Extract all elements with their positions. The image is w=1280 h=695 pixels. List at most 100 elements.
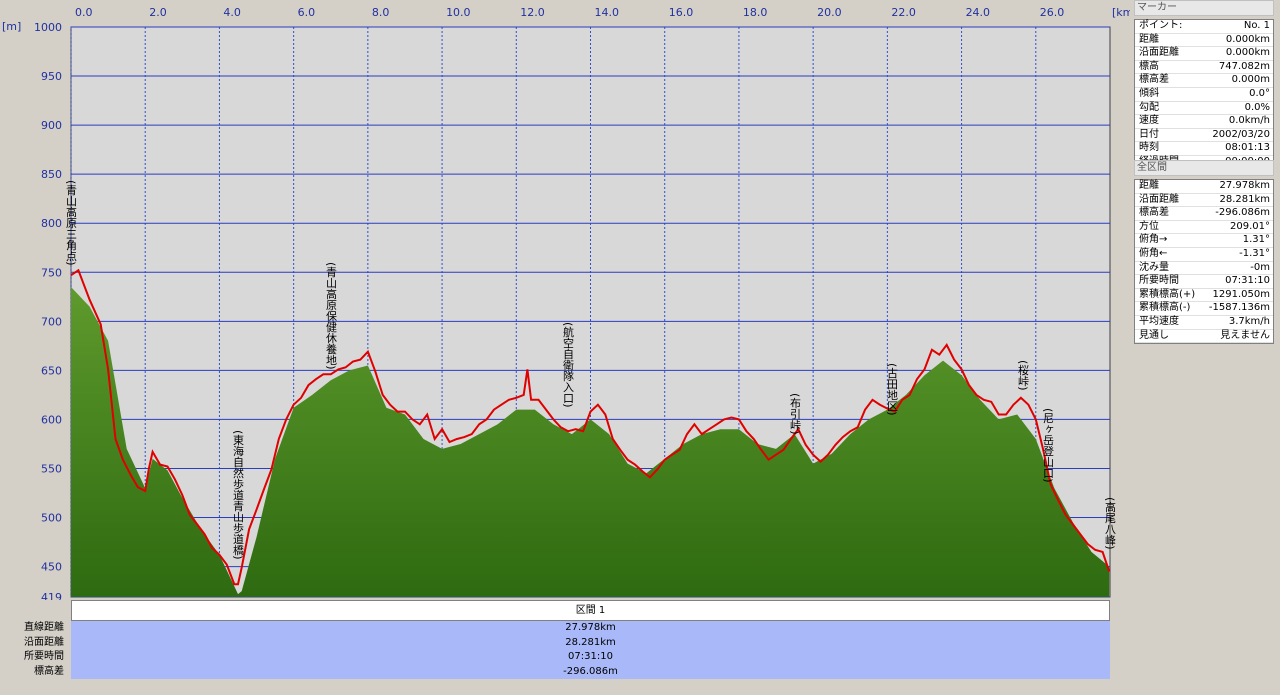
y-tick-label: 700: [41, 315, 62, 328]
row-value: 0.0%: [1244, 101, 1270, 113]
x-tick-label: 8.0: [372, 6, 390, 19]
x-tick-label: 18.0: [743, 6, 768, 19]
panel-row: ポイント: No. 1: [1135, 20, 1273, 34]
y-tick-label: 500: [41, 512, 62, 525]
section-table: 区間 1 直線距離 27.978km 沿面距離 28.281km 所要時間 07:31:1…: [0, 600, 1110, 679]
panel-row: 沈み量 -0m: [1135, 262, 1273, 276]
annotation: (青山高原三角点): [65, 180, 78, 266]
row-label: 見通し: [1139, 329, 1169, 341]
x-tick-label: 14.0: [595, 6, 620, 19]
x-tick-label: 22.0: [891, 6, 916, 19]
track-line: [70, 268, 1111, 586]
row-label: 標高: [1139, 60, 1159, 72]
marker-table: ポイント: No. 1 距離 0.000km 沿面距離 0.000km 標高 747.082m…: [1134, 19, 1274, 171]
y-tick-label: 450: [41, 561, 62, 574]
panel-row: 速度 0.0km/h: [1135, 115, 1273, 129]
row-value: 28.281km: [565, 636, 616, 648]
annotation: (東海自然歩道青山歩道橋): [232, 430, 245, 560]
row-label: 平均速度: [1139, 315, 1179, 327]
row-label: 傾斜: [1139, 87, 1159, 99]
row-value: 209.01°: [1230, 220, 1270, 232]
panel-row: 俯角← -1.31°: [1135, 248, 1273, 262]
annotations: (青山高原三角点) (東海自然歩道青山歩道橋) (青山高原保健休養地) (航空自衛隊入…: [65, 180, 1117, 560]
row-label: 俯角←: [1139, 247, 1168, 259]
terrain-area: [71, 287, 1110, 597]
row-value: -1.31°: [1239, 247, 1270, 259]
panel-row: 沿面距離 28.281km: [1135, 194, 1273, 208]
annotation: (航空自衛隊入口): [562, 322, 575, 408]
x-axis-label: [km]: [1112, 6, 1130, 19]
total-table: 距離 27.978km 沿面距離 28.281km 標高差 -296.086m 方位 209.…: [1134, 179, 1274, 345]
section-row: 所要時間 07:31:10: [0, 650, 1110, 665]
row-value: 0.000km: [1225, 47, 1270, 59]
y-tick-label: 650: [41, 364, 62, 377]
panel-row: 平均速度 3.7km/h: [1135, 316, 1273, 330]
row-value: 07:31:10: [568, 651, 613, 662]
panel-row: 累積標高(-) -1587.136m: [1135, 302, 1273, 316]
row-value: 0.000m: [1231, 74, 1270, 86]
section-row: 標高差 -296.086m: [0, 664, 1110, 679]
section-header: 区間 1: [71, 600, 1110, 621]
row-label: 標高差: [0, 664, 64, 679]
row-value: 08:01:13: [1225, 142, 1270, 154]
row-value: 1291.050m: [1212, 288, 1270, 300]
row-label: 勾配: [1139, 101, 1159, 113]
row-value: 27.978km: [565, 622, 616, 633]
row-label: 時刻: [1139, 142, 1159, 154]
panel-title: マーカー: [1134, 0, 1274, 16]
y-tick-label: 419: [41, 591, 62, 600]
annotation: (青山高原保健休養地): [325, 262, 338, 370]
row-value: 3.7km/h: [1228, 315, 1270, 327]
x-tick-label: 20.0: [817, 6, 842, 19]
panel-row: 日付 2002/03/20: [1135, 129, 1273, 143]
marker-panel: マーカー ポイント: No. 1 距離 0.000km 沿面距離 0.000km 標高 747…: [1134, 0, 1274, 171]
section-row: 直線距離 27.978km: [0, 621, 1110, 636]
x-tick-label: 26.0: [1040, 6, 1065, 19]
row-label: 方位: [1139, 220, 1159, 232]
panel-row: 所要時間 07:31:10: [1135, 275, 1273, 289]
row-value: 747.082m: [1218, 60, 1270, 72]
row-label: ポイント:: [1139, 20, 1183, 31]
x-tick-label: 16.0: [669, 6, 694, 19]
row-label: 直線距離: [0, 621, 64, 636]
row-label: 沿面距離: [0, 635, 64, 650]
y-tick-label: 550: [41, 462, 62, 475]
y-tick-label: 750: [41, 266, 62, 279]
row-label: 所要時間: [0, 650, 64, 665]
row-label: 俯角→: [1139, 234, 1168, 246]
row-label: 標高差: [1139, 207, 1169, 219]
series-layer: [70, 268, 1111, 597]
x-tick-label: 24.0: [966, 6, 991, 19]
panel-row: 傾斜 0.0°: [1135, 88, 1273, 102]
panel-row: 勾配 0.0%: [1135, 102, 1273, 116]
row-label: 沿面距離: [1139, 193, 1179, 205]
row-value: 0.0km/h: [1228, 115, 1270, 127]
chart: [m] [km] 0.0 2.0 4.0 6.0 8.0 10.0 12.0 14.0 16.0…: [2, 6, 1130, 600]
section-row: 沿面距離 28.281km: [0, 635, 1110, 650]
panel-row: 俯角→ 1.31°: [1135, 234, 1273, 248]
row-value: 0.000km: [1225, 33, 1270, 45]
row-label: 沈み量: [1139, 261, 1169, 273]
row-value: 27.978km: [1219, 180, 1270, 191]
row-value: -1587.136m: [1208, 302, 1270, 314]
row-value: -296.086m: [563, 665, 618, 677]
row-value: 0.0°: [1249, 87, 1270, 99]
y-tick-label: 950: [41, 70, 62, 83]
x-tick-label: 10.0: [446, 6, 471, 19]
row-value: 見えません: [1220, 329, 1270, 341]
row-value: -296.086m: [1215, 207, 1270, 219]
panel-row: 方位 209.01°: [1135, 221, 1273, 235]
y-tick-label: 1000: [34, 21, 62, 34]
row-label: 所要時間: [1139, 275, 1179, 287]
panel-row: 見通し 見えません: [1135, 330, 1273, 344]
x-tick-label: 6.0: [298, 6, 316, 19]
annotation: (高尾八峰): [1104, 497, 1117, 550]
panel-row: 累積標高(+) 1291.050m: [1135, 289, 1273, 303]
x-tick-label: 12.0: [520, 6, 545, 19]
row-label: 距離: [1139, 180, 1159, 191]
annotation: (尼ヶ岳登山口): [1042, 408, 1055, 483]
x-tick-label: 4.0: [223, 6, 241, 19]
row-value: -0m: [1250, 261, 1270, 273]
panel-title: 全区間: [1134, 160, 1274, 176]
